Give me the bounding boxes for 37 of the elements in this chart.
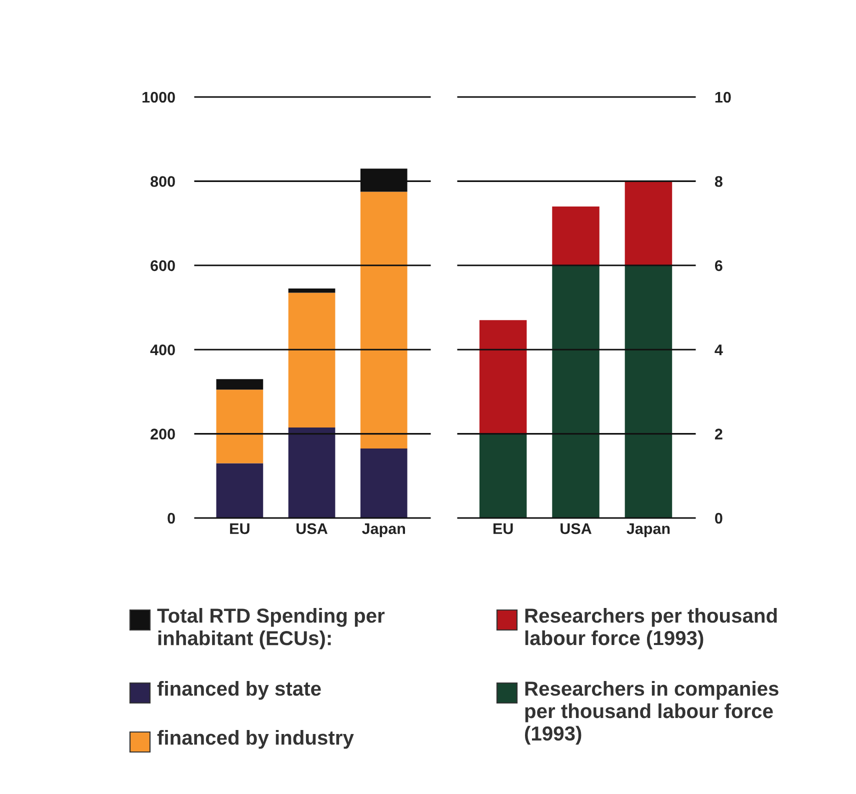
- y2-tick-label: 10: [715, 92, 731, 103]
- legend-label: Total RTD Spending per inhabitant (ECUs):: [157, 608, 385, 650]
- bar: [360, 192, 408, 449]
- legend-label: Researchers in companies per thousand labour force (1993): [525, 681, 778, 745]
- y-tick-label: 0: [168, 512, 175, 524]
- bar: [552, 265, 600, 518]
- bar: [288, 427, 336, 518]
- y-tick-label: 800: [150, 176, 175, 187]
- x-tick-label: EU: [493, 523, 513, 534]
- x-tick-label: USA: [296, 523, 328, 534]
- bar: [288, 292, 336, 428]
- bar: [479, 320, 527, 434]
- bar: [360, 448, 408, 518]
- x-tick-label: USA: [560, 523, 592, 534]
- y2-tick-label: 6: [715, 260, 722, 272]
- y-tick-label: 400: [150, 344, 175, 356]
- bar: [624, 265, 672, 518]
- x-tick-label: Japan: [362, 523, 405, 538]
- legend-label: Researchers per thousand labour force (1993): [525, 608, 777, 650]
- legend-label: financed by state: [157, 681, 321, 700]
- y2-tick-label: 2: [714, 428, 722, 440]
- bar: [552, 206, 600, 266]
- bar: [216, 463, 264, 518]
- bar: [624, 181, 672, 266]
- y2-tick-label: 4: [714, 344, 723, 356]
- y2-tick-label: 0: [715, 512, 722, 524]
- x-tick-label: EU: [230, 523, 250, 534]
- y-tick-label: 600: [150, 260, 175, 272]
- bar: [288, 288, 336, 293]
- x-tick-label: Japan: [626, 523, 670, 538]
- bar: [479, 434, 527, 518]
- y-tick-label: 200: [150, 428, 175, 440]
- bar: [216, 390, 264, 464]
- y2-tick-label: 8: [714, 176, 722, 187]
- y-tick-label: 1000: [142, 92, 175, 103]
- bar: [216, 379, 264, 390]
- legend-label: financed by industry: [157, 730, 354, 749]
